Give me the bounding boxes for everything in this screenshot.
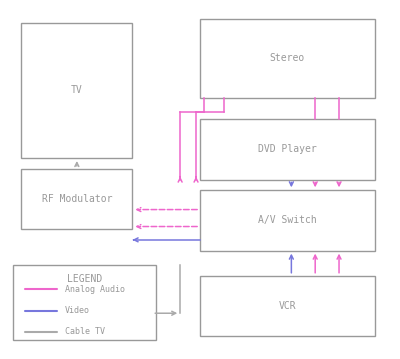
Text: Video: Video xyxy=(65,306,90,315)
Text: Cable TV: Cable TV xyxy=(65,327,105,336)
Bar xyxy=(200,190,375,251)
Text: DVD Player: DVD Player xyxy=(258,144,317,154)
Bar xyxy=(21,169,132,229)
Text: VCR: VCR xyxy=(278,301,296,311)
Text: TV: TV xyxy=(71,85,83,95)
Bar xyxy=(21,23,132,158)
Text: Stereo: Stereo xyxy=(270,53,305,64)
Bar xyxy=(200,19,375,98)
Bar xyxy=(200,119,375,180)
Text: A/V Switch: A/V Switch xyxy=(258,215,317,225)
Text: LEGEND: LEGEND xyxy=(67,274,102,284)
Bar xyxy=(13,265,156,340)
Text: Analog Audio: Analog Audio xyxy=(65,285,125,294)
Bar xyxy=(200,276,375,336)
Text: RF Modulator: RF Modulator xyxy=(42,194,112,204)
